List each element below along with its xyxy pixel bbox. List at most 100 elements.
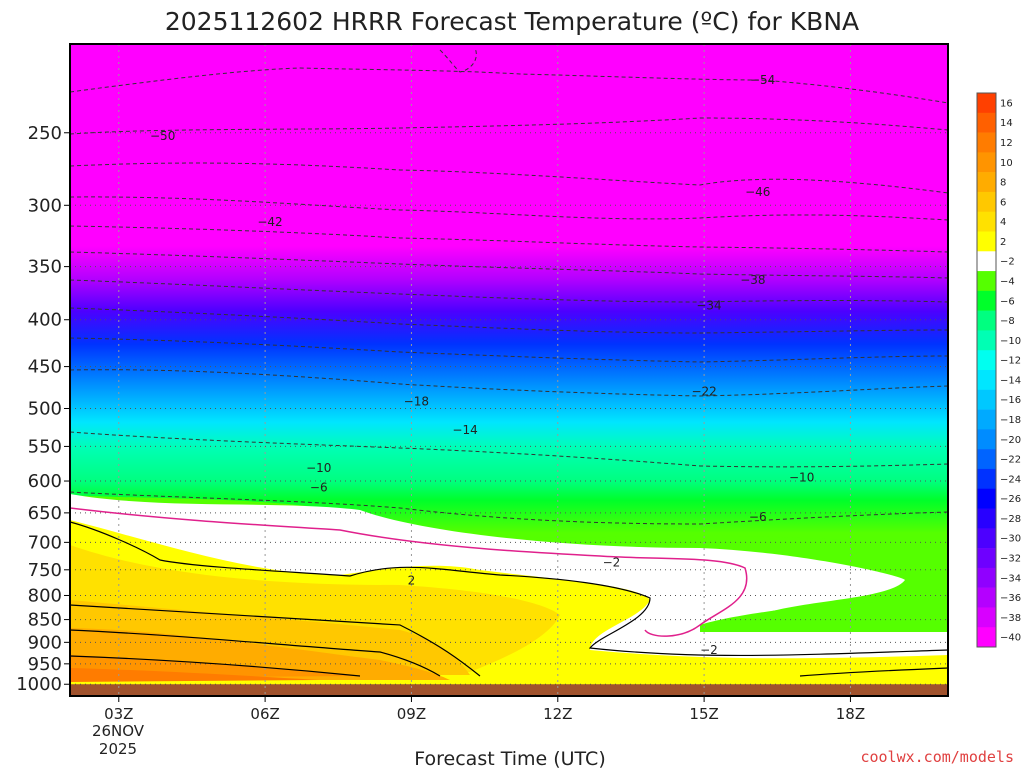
region-minus4-lower xyxy=(700,588,948,632)
contour-label-text: −2 xyxy=(700,643,718,657)
colorbar-label-19: −24 xyxy=(1000,474,1021,485)
colorbar-swatch-25 xyxy=(977,587,996,608)
x-tick-label-06Z: 06Z xyxy=(250,705,279,723)
x-tick-label-18Z: 18Z xyxy=(836,705,865,723)
contour-label-text: −2 xyxy=(603,555,621,569)
contour-label-13: −2 xyxy=(603,555,621,569)
colorbar-swatch-24 xyxy=(977,567,996,588)
colorbar-swatch-22 xyxy=(977,528,996,549)
contours: −54−50−46−42−38−34−22−18−14−10−10−6−6−22… xyxy=(70,47,948,677)
y-tick-label-800: 800 xyxy=(28,585,62,606)
colorbar-swatch-4 xyxy=(977,172,996,193)
contour-label-14: 2 xyxy=(408,573,416,587)
colorbar-label-3: 10 xyxy=(1000,158,1013,169)
colorbar-swatch-7 xyxy=(977,231,996,252)
colorbar-label-22: −30 xyxy=(1000,534,1021,545)
chart-title: 2025112602 HRRR Forecast Temperature (ºC… xyxy=(165,7,859,36)
colorbar-swatch-11 xyxy=(977,310,996,331)
colorbar-label-16: −18 xyxy=(1000,415,1021,426)
solid-isotherm-5 xyxy=(799,667,948,677)
dashed-isotherm-5 xyxy=(70,251,948,279)
colorbar-swatch-5 xyxy=(977,191,996,213)
y-tick-label-400: 400 xyxy=(28,310,62,331)
plot-frame xyxy=(69,43,949,697)
y-tick-label-550: 550 xyxy=(28,436,62,457)
colorbar-swatch-10 xyxy=(977,290,996,311)
dashed-isotherm-10 xyxy=(70,431,948,468)
colorbar-swatch-12 xyxy=(977,330,996,351)
y-tick-label-450: 450 xyxy=(28,357,62,378)
x-tick-label-15Z: 15Z xyxy=(689,705,718,723)
contour-label-4: −38 xyxy=(740,273,765,287)
colorbar-swatch-3 xyxy=(977,152,996,173)
solid-isotherm-3 xyxy=(70,629,441,677)
solid-isotherm-2 xyxy=(70,604,481,677)
contour-label-8: −14 xyxy=(452,423,477,437)
contour-label-text: −10 xyxy=(306,461,331,475)
dashed-isotherm-3 xyxy=(70,196,948,221)
colorbar-label-11: −8 xyxy=(1000,316,1015,327)
dashed-isotherm-8 xyxy=(70,337,948,363)
x-axis: 26NOV 2025 03Z 06Z 09Z 12Z 15Z 18Z xyxy=(92,696,865,758)
contour-label-5: −34 xyxy=(696,299,721,313)
contour-label-10: −10 xyxy=(789,471,814,485)
solid-isotherm-0 xyxy=(70,521,948,657)
colorbar-frame xyxy=(976,92,997,648)
colorbar-swatch-23 xyxy=(977,548,996,569)
dashed-isotherm-6 xyxy=(70,279,948,303)
colorbar-label-0: 16 xyxy=(1000,98,1013,109)
dashed-isotherm-loop xyxy=(439,47,477,73)
contour-label-text: −10 xyxy=(789,471,814,485)
colorbar-label-9: −4 xyxy=(1000,276,1015,287)
contour-label-2: −46 xyxy=(745,185,770,199)
colorbar-label-4: 8 xyxy=(1000,178,1006,189)
colorbar-swatch-2 xyxy=(977,132,996,153)
colorbar-swatch-26 xyxy=(977,607,996,628)
contour-label-text: −6 xyxy=(749,510,767,524)
colorbar-label-23: −32 xyxy=(1000,553,1021,564)
colorbar-swatch-17 xyxy=(977,429,996,450)
colorbar: 16 14 12 10 8 6 4 2 −2 −4 −6 −8 −10 −12 −14 −16 −18 −20 −2… xyxy=(976,92,1021,648)
contour-label-7: −18 xyxy=(404,394,429,408)
contour-label-6: −22 xyxy=(691,384,716,398)
y-tick-label-350: 350 xyxy=(28,257,62,278)
colorbar-swatch-1 xyxy=(977,112,996,133)
colorbar-label-18: −22 xyxy=(1000,455,1021,466)
dashed-isotherm-1 xyxy=(70,117,948,135)
colorbar-swatch-13 xyxy=(977,350,996,371)
colorbar-label-5: 6 xyxy=(1000,197,1006,208)
colorbar-swatch-16 xyxy=(977,409,996,430)
colorbar-label-6: 4 xyxy=(1000,217,1006,228)
y-axis: 2503003504004505005506006507007508008509… xyxy=(16,123,70,695)
contour-label-12: −6 xyxy=(749,510,767,524)
y-tick-label-750: 750 xyxy=(28,560,62,581)
x-tick-label-03Z: 03Z xyxy=(104,705,133,723)
dashed-isotherm-4 xyxy=(70,225,948,253)
colorbar-label-26: −38 xyxy=(1000,613,1021,624)
contour-label-15: −2 xyxy=(700,643,718,657)
y-tick-label-700: 700 xyxy=(28,532,62,553)
contour-label-text: −38 xyxy=(740,273,765,287)
colorbar-swatch-20 xyxy=(977,488,996,509)
y-tick-label-850: 850 xyxy=(28,610,62,631)
colorbar-label-27: −40 xyxy=(1000,633,1021,644)
colorbar-label-20: −26 xyxy=(1000,494,1021,505)
x-date-label-day: 26NOV xyxy=(92,722,145,740)
contour-label-text: −34 xyxy=(696,299,721,313)
dashed-isotherm-0 xyxy=(70,67,948,104)
colorbar-swatch-8 xyxy=(977,251,996,272)
surface-ground xyxy=(70,684,948,696)
contour-label-0: −54 xyxy=(750,73,775,87)
colorbar-label-25: −36 xyxy=(1000,593,1021,604)
solid-isotherm-4 xyxy=(70,655,361,677)
contour-label-text: −50 xyxy=(150,129,175,143)
contour-label-text: 2 xyxy=(408,573,416,587)
region-plus12 xyxy=(70,668,320,682)
contour-label-text: −22 xyxy=(691,384,716,398)
x-tick-label-09Z: 09Z xyxy=(397,705,426,723)
colorbar-swatch-18 xyxy=(977,449,996,470)
contour-label-text: −46 xyxy=(745,185,770,199)
colorbar-label-17: −20 xyxy=(1000,435,1021,446)
colorbar-swatch-9 xyxy=(977,271,996,292)
contour-label-text: −42 xyxy=(257,215,282,229)
